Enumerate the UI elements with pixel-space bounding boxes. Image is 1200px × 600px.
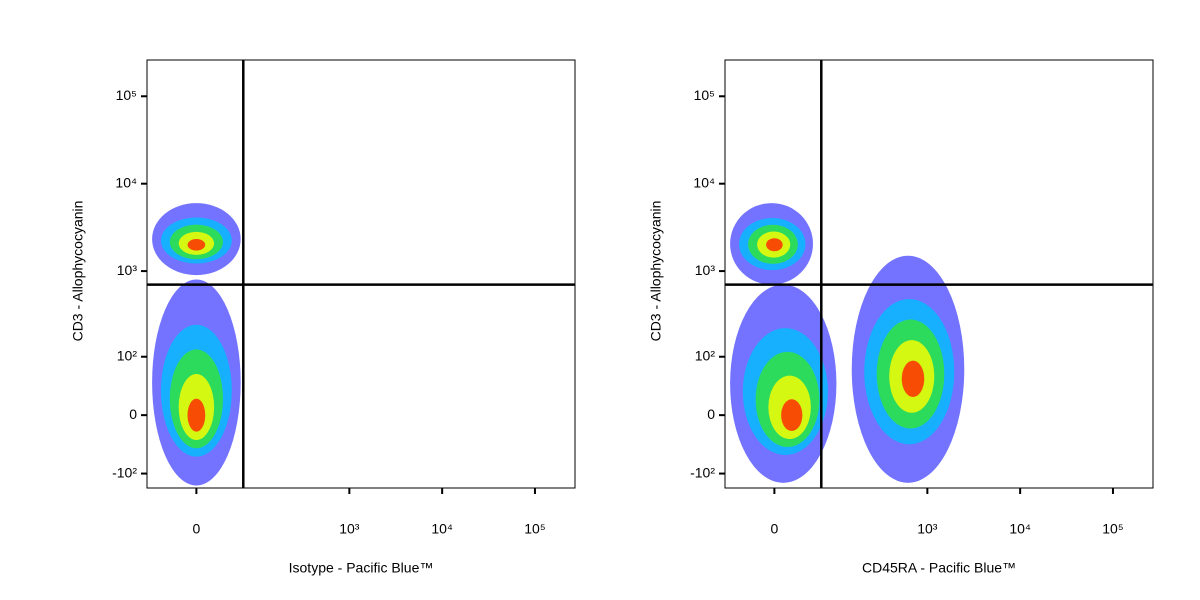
y-tick-label: 10³ xyxy=(117,262,138,278)
x-tick-label: 10⁴ xyxy=(431,521,453,537)
y-tick-label: -10² xyxy=(690,464,715,480)
x-tick-label: 0 xyxy=(770,521,778,537)
y-tick-label: 10² xyxy=(117,347,138,363)
population-density xyxy=(901,360,925,397)
y-axis-label: CD3 - Allophycocyanin xyxy=(648,201,664,342)
x-axis-label: Isotype - Pacific Blue™ xyxy=(289,560,434,576)
y-tick-label: 10⁵ xyxy=(694,87,715,103)
y-tick-label: 10² xyxy=(695,347,716,363)
x-tick-label: 10⁵ xyxy=(1102,521,1123,537)
x-axis-label: CD45RA - Pacific Blue™ xyxy=(862,560,1016,576)
population-density xyxy=(187,239,206,251)
y-tick-label: -10² xyxy=(112,464,137,480)
x-tick-label: 10⁵ xyxy=(524,521,545,537)
y-tick-label: 0 xyxy=(129,406,137,422)
y-tick-label: 10³ xyxy=(695,262,716,278)
plot-frame xyxy=(146,59,576,489)
y-axis-label: CD3 - Allophycocyanin xyxy=(70,201,86,342)
population-density xyxy=(766,238,783,252)
y-tick-label: 10⁴ xyxy=(115,174,137,190)
x-tick-label: 10³ xyxy=(917,521,938,537)
x-tick-label: 10⁴ xyxy=(1009,521,1031,537)
y-tick-label: 0 xyxy=(707,406,715,422)
population-density xyxy=(187,398,206,432)
plot-frame xyxy=(724,59,1154,489)
population-density xyxy=(781,399,803,432)
y-tick-label: 10⁴ xyxy=(693,174,715,190)
x-tick-label: 10³ xyxy=(339,521,360,537)
x-tick-label: 0 xyxy=(192,521,200,537)
y-tick-label: 10⁵ xyxy=(116,87,137,103)
